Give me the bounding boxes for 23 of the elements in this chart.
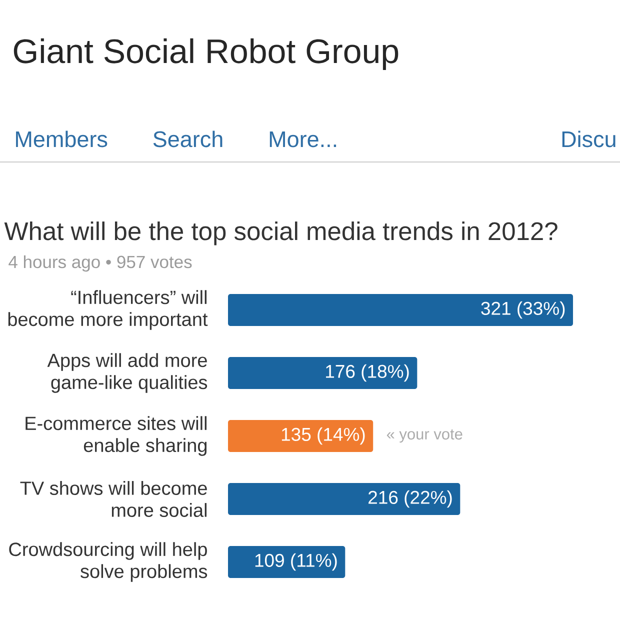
y-tick-label: Apps will add more game-like qualities bbox=[47, 353, 208, 393]
text: Search bbox=[153, 130, 222, 148]
data-label: 321 (33%) bbox=[481, 301, 565, 319]
bar bbox=[228, 420, 374, 452]
y-tick-label: E-commerce sites will enable sharing bbox=[26, 416, 207, 456]
annotation: « your vote bbox=[386, 429, 462, 443]
y-tick-label: “Influencers” will become more important bbox=[8, 290, 208, 330]
chart-subtitle: 4 hours ago • 957 votes bbox=[8, 255, 192, 272]
text: Members bbox=[16, 130, 108, 148]
text: More... bbox=[270, 132, 336, 148]
data-label: 216 (22%) bbox=[368, 490, 452, 508]
bar bbox=[228, 546, 346, 578]
text: Giant Social Robot Group bbox=[14, 38, 398, 70]
text: Discu bbox=[562, 130, 616, 148]
chart-title: What will be the top social media trends in 2012? bbox=[4, 222, 558, 246]
bar bbox=[228, 483, 460, 516]
data-label: 176 (18%) bbox=[326, 364, 409, 382]
y-tick-label: TV shows will become more social bbox=[20, 481, 207, 517]
y-tick-label: Crowdsourcing will help solve problems bbox=[9, 542, 208, 582]
data-label: 109 (11%) bbox=[255, 553, 337, 571]
data-label: 135 (14%) bbox=[282, 427, 365, 445]
bar bbox=[228, 294, 574, 326]
bar bbox=[228, 357, 418, 390]
